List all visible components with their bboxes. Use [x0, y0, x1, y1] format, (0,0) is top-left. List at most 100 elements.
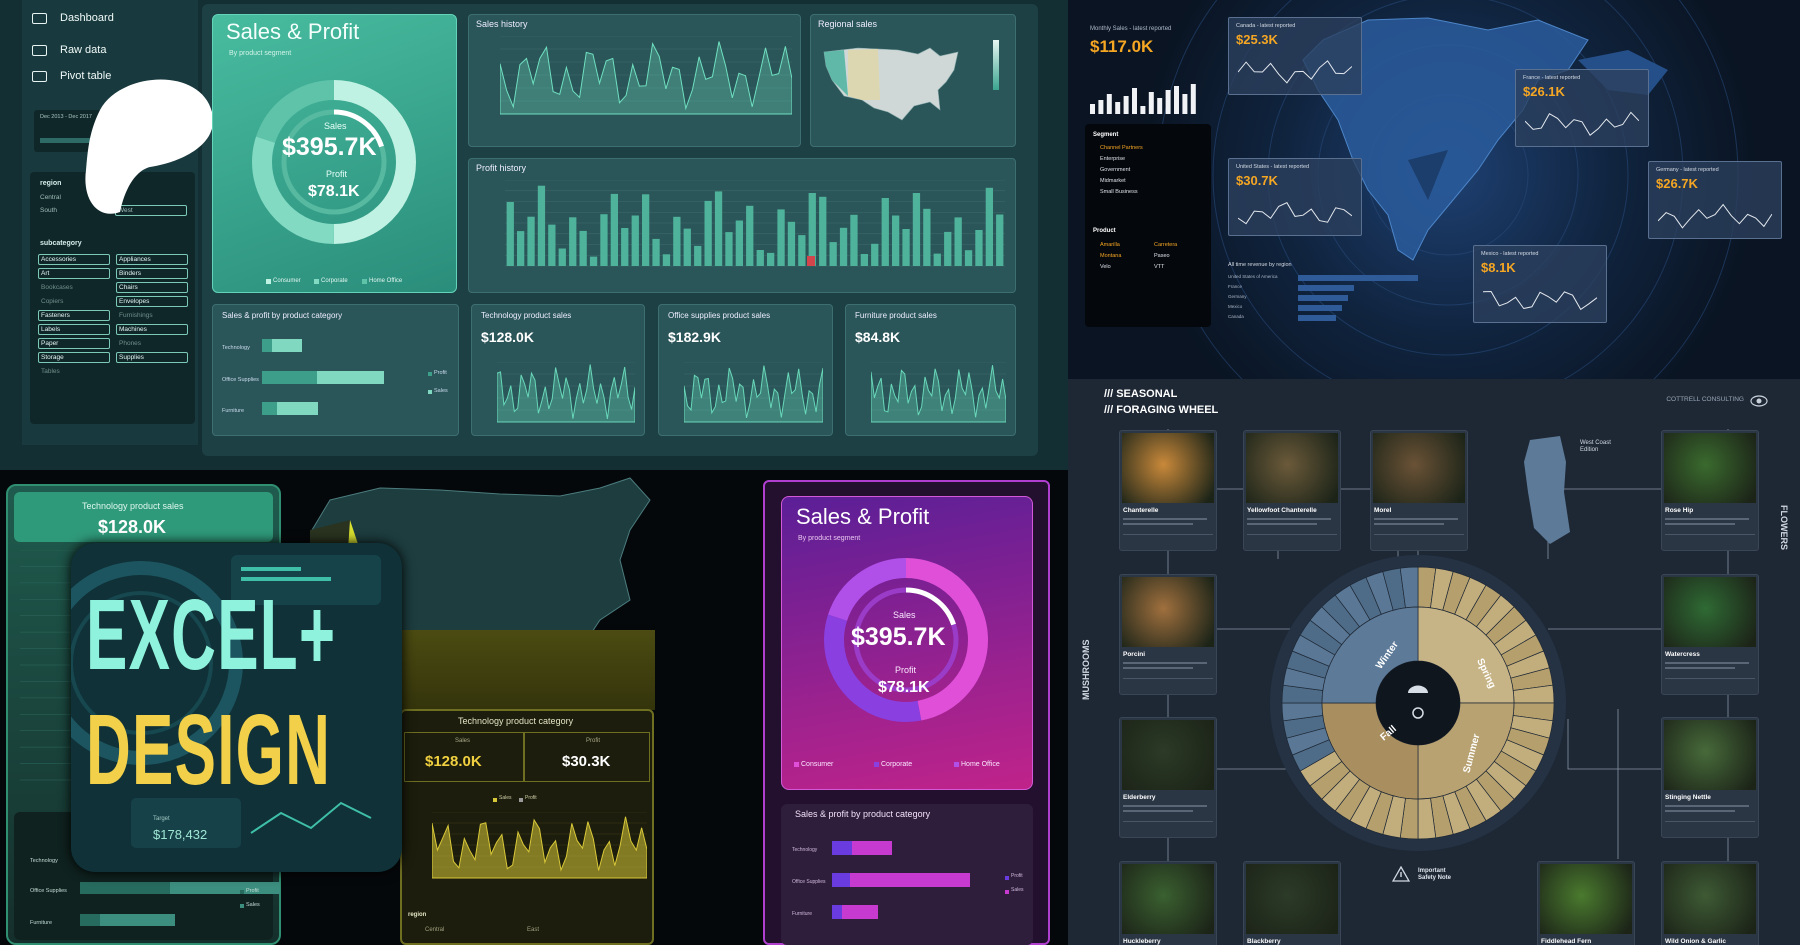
legend-swatch — [1005, 876, 1009, 880]
filter-item: Machines — [119, 326, 147, 333]
shape — [694, 245, 702, 266]
shape — [1123, 96, 1129, 114]
legend-item: Sales — [1011, 887, 1024, 893]
shape — [860, 254, 868, 266]
text-line — [1665, 523, 1735, 525]
shape — [537, 185, 546, 266]
shape — [1524, 436, 1570, 544]
item-footer — [1665, 821, 1755, 831]
bar — [262, 339, 302, 352]
shape — [839, 227, 848, 266]
shape — [1115, 102, 1121, 114]
filter-item: Art — [41, 270, 50, 277]
shape — [684, 365, 823, 423]
filter-item: Paper — [41, 340, 59, 347]
kpi-value: $84.8K — [855, 329, 901, 345]
slicer-item: Enterprise — [1100, 156, 1126, 162]
legend-swatch — [314, 279, 319, 284]
filter-chip — [116, 296, 188, 307]
shape — [756, 250, 764, 266]
filter-panel — [30, 172, 195, 424]
nav-icon — [32, 71, 47, 82]
shape — [252, 80, 416, 244]
text-line — [1123, 518, 1207, 520]
shape — [1400, 872, 1402, 877]
chart-title: Sales history — [476, 19, 528, 29]
shape — [1412, 707, 1424, 719]
filter-title: region — [408, 912, 427, 918]
item-name: Huckleberry — [1123, 938, 1161, 945]
shape — [848, 49, 880, 100]
filter-item: Bookcases — [41, 284, 73, 291]
shape — [1392, 866, 1410, 882]
graphic — [1270, 555, 1566, 851]
kpi-label: Profit — [586, 738, 601, 744]
shape — [642, 194, 650, 266]
shape — [892, 215, 900, 266]
graphic — [1238, 202, 1352, 225]
item-footer — [1665, 678, 1755, 688]
country-card — [1228, 158, 1362, 236]
item-footer — [1665, 534, 1755, 544]
filter-item: Accessories — [41, 256, 77, 263]
shape — [850, 214, 858, 266]
text-line — [1665, 810, 1735, 812]
kpi-value: $182.9K — [668, 329, 721, 345]
text-line — [1665, 667, 1735, 669]
legend-item: Consumer — [273, 278, 301, 284]
item-photo — [1664, 433, 1756, 503]
shape — [569, 217, 577, 266]
item-photo — [1664, 720, 1756, 790]
kpi-chart — [497, 362, 635, 428]
target-value: $178,432 — [153, 827, 208, 842]
shape — [807, 256, 815, 266]
shape — [1525, 111, 1639, 136]
graphic — [823, 47, 959, 121]
country-value: $30.7K — [1236, 173, 1278, 188]
shape — [432, 816, 647, 879]
shape — [600, 214, 608, 266]
item-footer — [1123, 534, 1213, 544]
shape — [1408, 685, 1428, 693]
graphic — [500, 36, 792, 115]
graphic — [1525, 111, 1639, 136]
category-card — [400, 709, 654, 945]
shape — [252, 80, 416, 244]
shape — [985, 187, 993, 266]
bar-label: France — [1228, 284, 1243, 289]
text-line — [1665, 518, 1749, 520]
graphic — [252, 80, 416, 244]
shape — [853, 587, 959, 693]
filter-chip — [38, 268, 110, 279]
category-label: Office Supplies — [222, 377, 259, 383]
nav-item: Raw data — [60, 44, 107, 56]
kpi-value: $128.0K — [425, 753, 482, 770]
slicer-item: Midmarket — [1100, 178, 1126, 184]
graphic — [20, 550, 80, 781]
legend-swatch — [428, 372, 432, 376]
shape — [996, 214, 1004, 266]
kpi-title: Technology product sales — [82, 501, 184, 511]
shape — [662, 254, 671, 266]
legend-item: Consumer — [801, 761, 834, 768]
legend-swatch — [874, 762, 879, 767]
filter-chip — [116, 352, 188, 363]
kpi-value: $30.3K — [562, 753, 611, 770]
shape — [1148, 92, 1154, 114]
shape — [902, 229, 910, 266]
sparkline — [1483, 287, 1597, 315]
text-line — [1374, 523, 1444, 525]
nav-item: Dashboard — [60, 12, 114, 24]
filter-item: West — [118, 207, 133, 214]
country-card — [1473, 245, 1607, 323]
item-footer — [1123, 821, 1213, 831]
graphic — [505, 180, 1005, 267]
shape — [71, 591, 213, 735]
filter-title: region — [40, 180, 62, 187]
shape — [1238, 60, 1352, 84]
legend-item: Profit — [434, 370, 447, 376]
shape — [964, 250, 973, 266]
shape — [714, 191, 723, 266]
filter-item: East — [527, 927, 540, 933]
shape — [871, 243, 879, 266]
